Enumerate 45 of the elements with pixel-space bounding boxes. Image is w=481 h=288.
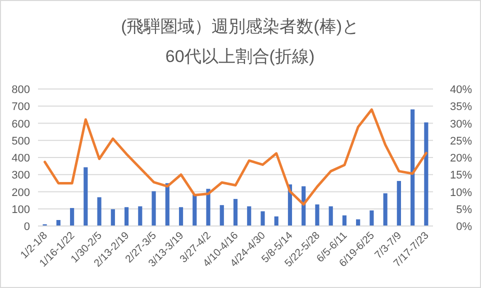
bar (192, 194, 197, 226)
bar (370, 210, 374, 226)
bar (178, 207, 184, 226)
bar (152, 191, 156, 226)
y2-tick-label: 25% (450, 135, 472, 148)
y2-tick-label: 0% (456, 221, 472, 233)
y2-tick-label: 30% (450, 118, 472, 130)
bar (70, 208, 74, 226)
bar (396, 180, 401, 226)
bar (138, 206, 142, 226)
y2-tick-label: 15% (450, 170, 472, 182)
bar (97, 197, 102, 226)
bar (328, 206, 333, 226)
bar (260, 211, 265, 226)
y-tick-label: 200 (12, 186, 30, 199)
y2-tick-label: 40% (450, 84, 472, 96)
y2-tick-label: 35% (450, 101, 472, 114)
y2-tick-label: 5% (456, 204, 472, 216)
bar (124, 207, 129, 226)
y-tick-label: 300 (12, 170, 30, 182)
bar (410, 109, 415, 226)
bar (56, 220, 60, 226)
y2-tick-label: 20% (450, 152, 472, 164)
chart-title: (飛騨圏域）週別感染者数(棒)と 60代以上割合(折線) (121, 17, 359, 66)
bar (233, 198, 238, 226)
line-series (44, 108, 428, 206)
y-tick-label: 500 (12, 135, 30, 148)
bar (274, 216, 278, 226)
y-tick-label: 0 (24, 221, 30, 233)
bar (383, 193, 388, 226)
bar (220, 205, 224, 226)
bar (342, 215, 347, 226)
bar (315, 204, 320, 226)
y-tick-label: 400 (12, 152, 30, 164)
bar (110, 209, 115, 226)
y-tick-label: 700 (12, 101, 30, 114)
bar (206, 188, 210, 226)
bar (247, 206, 252, 226)
y-tick-label: 100 (12, 204, 30, 216)
y-tick-label: 800 (12, 84, 30, 96)
bar (84, 167, 88, 226)
bar (424, 122, 428, 226)
y-tick-label: 600 (12, 118, 30, 130)
bar (165, 183, 170, 226)
y2-tick-label: 10% (450, 186, 472, 199)
